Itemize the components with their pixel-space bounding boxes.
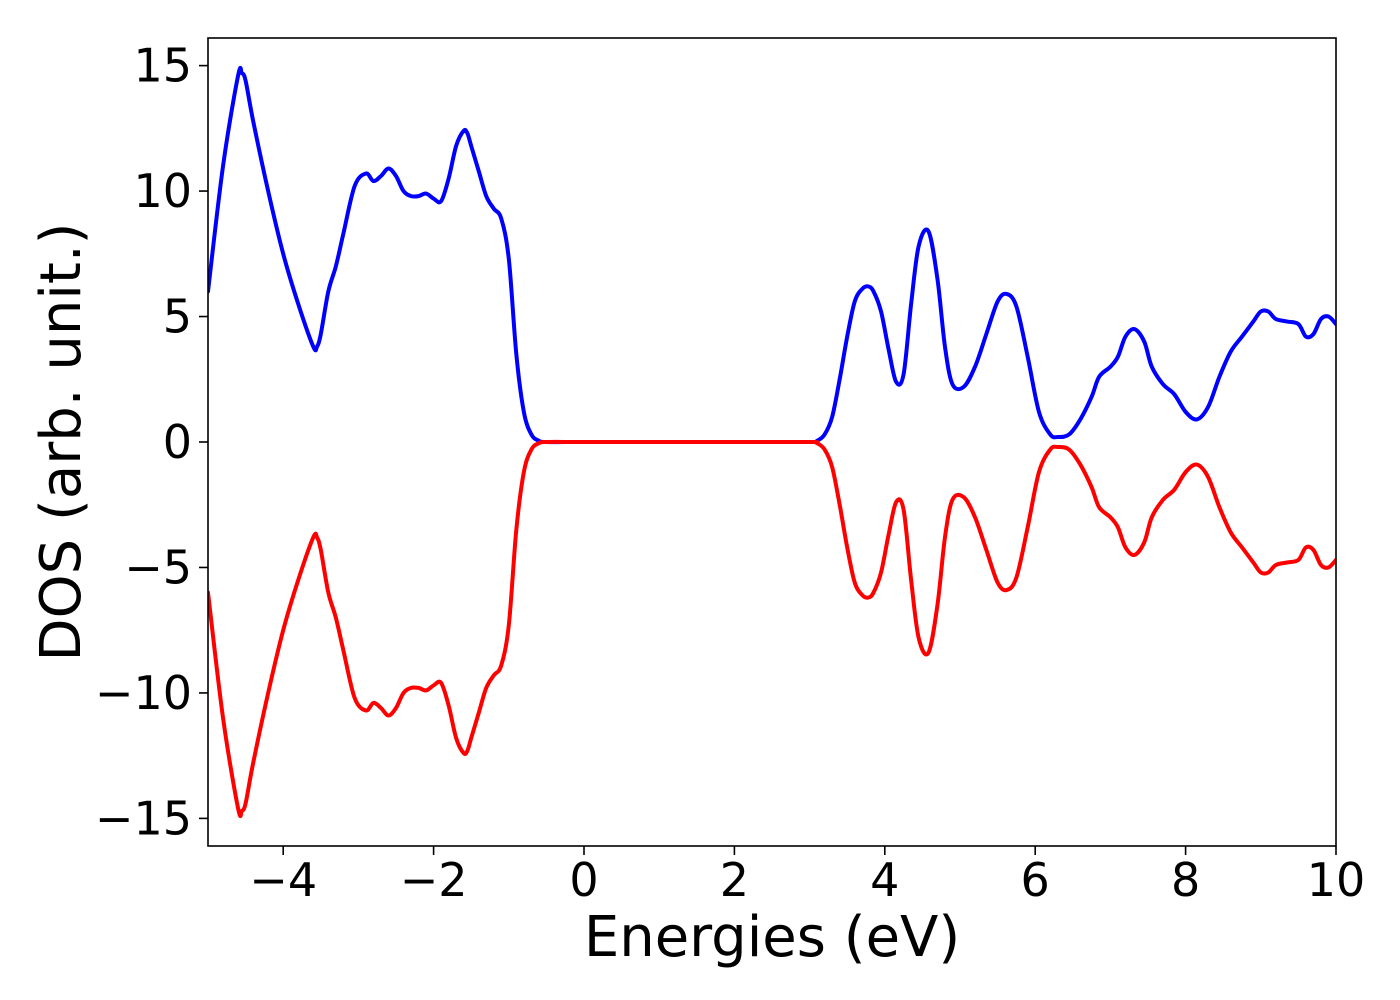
x-tick-label: −4 xyxy=(249,853,317,907)
y-tick-label: 5 xyxy=(163,290,192,344)
x-tick-label: 0 xyxy=(569,853,598,907)
y-tick-label: −15 xyxy=(95,791,192,845)
dos-spin-down-line xyxy=(208,439,1336,819)
y-axis-title: DOS (arb. unit.) xyxy=(29,222,94,661)
dos-spin-up-line xyxy=(208,65,1336,445)
x-tick-label: 2 xyxy=(720,853,749,907)
x-tick-label: 4 xyxy=(870,853,899,907)
y-tick-label: 0 xyxy=(163,415,192,469)
y-axis-ticks: 15 10 5 0 −5 −10 −15 xyxy=(95,39,208,845)
x-axis-ticks: −4 −2 0 2 4 6 8 10 xyxy=(249,846,1365,907)
x-axis-title: Energies (eV) xyxy=(584,905,960,970)
plot-lines xyxy=(208,65,1336,819)
x-tick-label: 8 xyxy=(1171,853,1200,907)
x-tick-label: −2 xyxy=(400,853,468,907)
y-tick-label: 10 xyxy=(133,164,192,218)
x-tick-label: 10 xyxy=(1307,853,1366,907)
y-tick-label: −10 xyxy=(95,666,192,720)
x-tick-label: 6 xyxy=(1021,853,1050,907)
y-tick-label: −5 xyxy=(124,540,192,594)
y-tick-label: 15 xyxy=(133,39,192,93)
